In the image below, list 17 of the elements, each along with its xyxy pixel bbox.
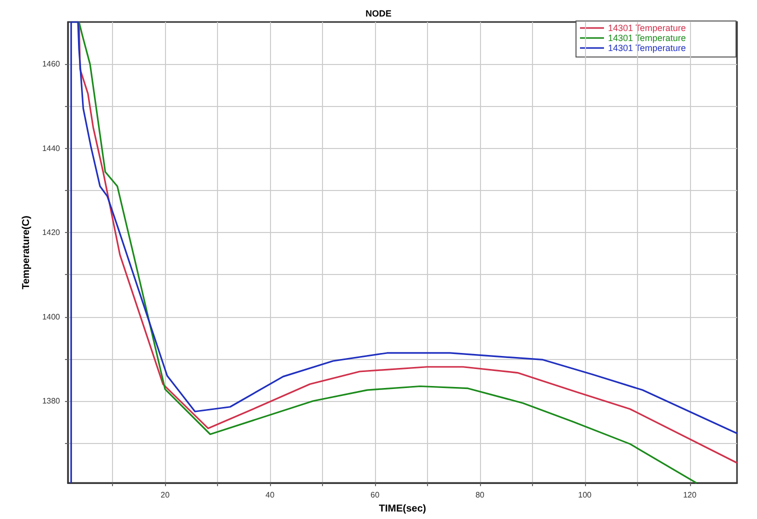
- y-tick-label: 1400: [42, 312, 61, 322]
- y-axis-title: Temperature(C): [20, 216, 32, 290]
- x-tick-label: 40: [266, 490, 276, 500]
- x-tick-label: 120: [683, 490, 697, 500]
- x-tick-label: 100: [578, 490, 592, 500]
- chart-title: NODE: [365, 8, 392, 18]
- y-tick-label: 1460: [42, 60, 61, 69]
- x-axis-title: TIME(sec): [378, 504, 426, 514]
- legend-label: 14301 Temperature: [608, 33, 686, 43]
- x-tick-label: 80: [475, 490, 485, 500]
- x-tick-label: 60: [370, 490, 380, 500]
- legend-label: 14301 Temperature: [608, 23, 686, 33]
- y-tick-label: 1420: [42, 228, 61, 238]
- y-tick-label: 1380: [42, 396, 61, 406]
- y-tick-label: 1440: [42, 144, 61, 153]
- legend-label: 14301 Temperature: [608, 43, 686, 53]
- x-tick-label: 20: [160, 490, 170, 500]
